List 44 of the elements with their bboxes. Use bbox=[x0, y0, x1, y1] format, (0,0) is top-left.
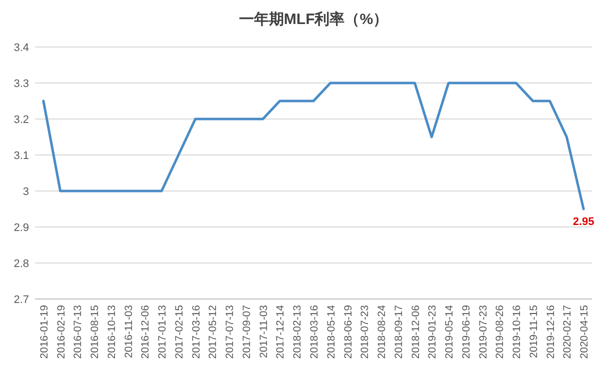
x-tick-label: 2016-08-15 bbox=[89, 304, 102, 359]
y-tick-label: 2.8 bbox=[14, 258, 29, 270]
x-tick-label: 2018-02-13 bbox=[292, 304, 304, 359]
x-tick-label: 2019-08-26 bbox=[494, 304, 506, 359]
x-tick-label: 2017-05-12 bbox=[207, 304, 220, 359]
x-tick-label: 2018-06-19 bbox=[342, 304, 354, 359]
x-tick-label: 2018-03-16 bbox=[308, 304, 320, 359]
x-tick-label: 2016-10-13 bbox=[106, 304, 118, 359]
x-tick-label: 2016-01-19 bbox=[38, 304, 50, 359]
y-tick-label: 3.1 bbox=[14, 150, 29, 162]
x-tick-label: 2019-05-14 bbox=[444, 304, 456, 359]
x-tick-label: 2018-09-17 bbox=[392, 304, 405, 359]
x-tick-label: 2018-12-06 bbox=[410, 304, 422, 359]
data-label: 2.95 bbox=[572, 216, 594, 228]
x-tick-label: 2017-02-15 bbox=[173, 304, 186, 359]
x-tick-label: 2019-10-16 bbox=[511, 304, 524, 359]
x-tick-label: 2017-12-14 bbox=[274, 304, 287, 359]
y-tick-label: 2.7 bbox=[14, 294, 29, 306]
y-tick-label: 3.4 bbox=[14, 42, 29, 54]
x-tick-label: 2016-12-06 bbox=[140, 304, 152, 359]
x-tick-label: 2018-07-23 bbox=[359, 304, 372, 359]
chart-title: 一年期MLF利率（%） bbox=[238, 10, 388, 28]
y-tick-label: 3.3 bbox=[14, 78, 29, 90]
x-tick-label: 2018-08-24 bbox=[376, 304, 388, 359]
x-tick-label: 2019-11-15 bbox=[528, 304, 540, 358]
x-tick-label: 2016-02-19 bbox=[55, 304, 68, 359]
x-tick-label: 2017-11-03 bbox=[258, 304, 270, 358]
x-tick-label: 2017-01-13 bbox=[156, 304, 169, 359]
x-tick-label: 2019-01-23 bbox=[426, 304, 439, 359]
x-tick-label: 2017-09-07 bbox=[240, 304, 253, 359]
x-tick-label: 2020-02-17 bbox=[562, 304, 574, 359]
x-tick-label: 2016-11-03 bbox=[122, 304, 135, 358]
x-tick-label: 2019-06-19 bbox=[460, 304, 472, 359]
line-series bbox=[42, 82, 585, 210]
x-tick-label: 2017-07-13 bbox=[224, 304, 236, 359]
y-tick-label: 2.9 bbox=[14, 222, 29, 234]
x-tick-label: 2019-07-23 bbox=[477, 304, 490, 359]
x-tick-label: 2019-12-16 bbox=[544, 304, 557, 359]
x-tick-label: 2018-05-14 bbox=[325, 304, 338, 359]
y-tick-label: 3 bbox=[22, 186, 29, 198]
y-tick-label: 3.2 bbox=[14, 114, 29, 126]
x-tick-label: 2017-03-16 bbox=[190, 304, 202, 359]
x-tick-label: 2020-04-15 bbox=[578, 304, 591, 359]
x-tick-label: 2016-07-13 bbox=[72, 304, 84, 359]
